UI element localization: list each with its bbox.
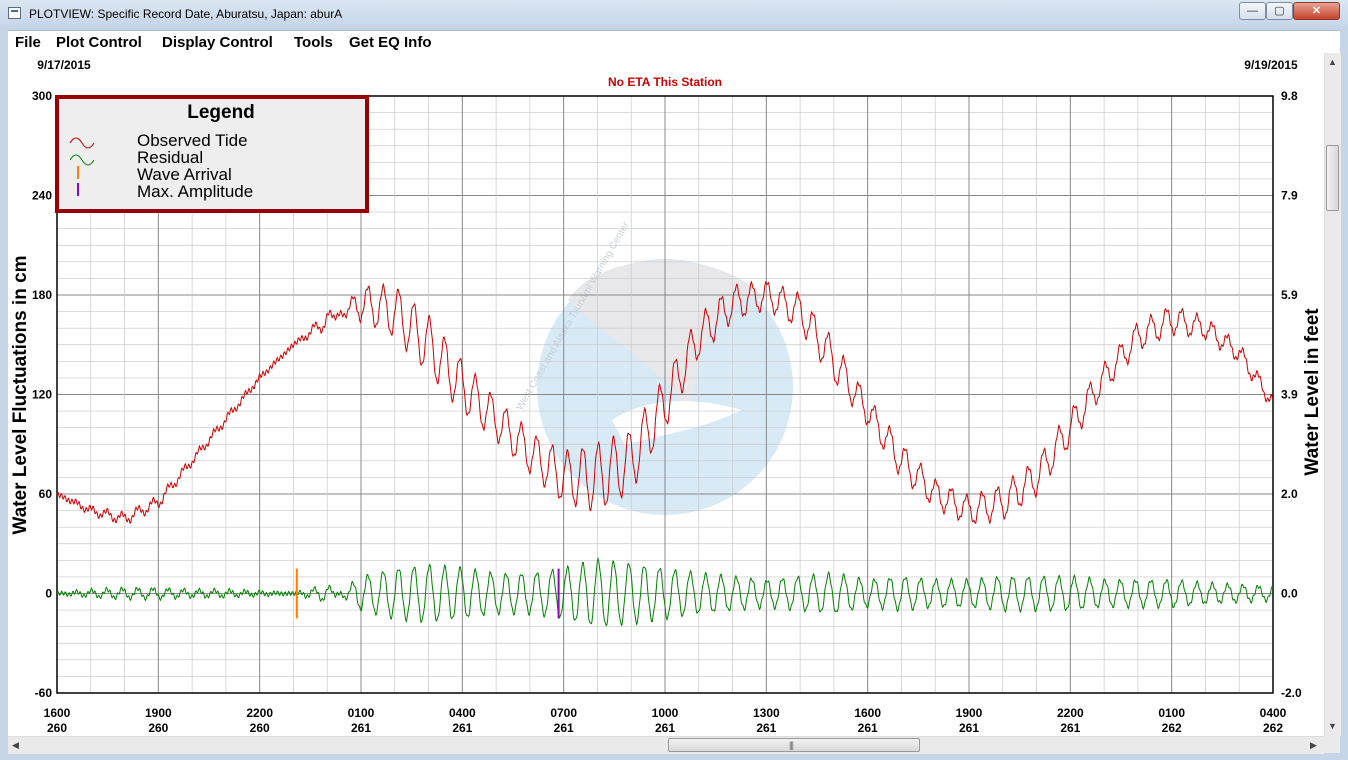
start-date: 9/17/2015 — [37, 58, 91, 72]
vertical-scroll-thumb[interactable] — [1326, 145, 1339, 211]
x-tick-day-label: 261 — [858, 721, 878, 735]
close-button[interactable]: ✕ — [1293, 2, 1340, 20]
maximize-button[interactable]: ▢ — [1266, 2, 1293, 20]
title-bar: PLOTVIEW: Specific Record Date, Aburatsu… — [0, 0, 1348, 31]
scrollbar-corner — [1324, 736, 1340, 753]
y-tick-label-right: 3.9 — [1281, 388, 1298, 402]
x-tick-day-label: 261 — [756, 721, 776, 735]
y-tick-label-left: -60 — [35, 686, 53, 700]
window-title: PLOTVIEW: Specific Record Date, Aburatsu… — [29, 7, 343, 21]
menu-bar: File Plot Control Display Control Tools … — [8, 31, 1340, 53]
horizontal-scrollbar[interactable]: ◀ ||| ▶ — [8, 736, 1324, 754]
y-tick-label-right: 5.9 — [1281, 288, 1298, 302]
window-frame-left — [0, 30, 8, 753]
x-tick-time-label: 0400 — [449, 706, 476, 720]
x-tick-day-label: 260 — [148, 721, 168, 735]
y-tick-label-right: 7.9 — [1281, 189, 1298, 203]
y-tick-label-right: 9.8 — [1281, 89, 1298, 103]
window-frame-bottom — [0, 753, 1348, 760]
y-tick-label-left: 120 — [32, 388, 52, 402]
y-tick-label-left: 240 — [32, 189, 52, 203]
plot-frame — [56, 95, 1274, 694]
left-axis-label: Water Level Fluctuations in cm — [10, 255, 31, 534]
grip-icon: ||| — [789, 740, 794, 750]
legend-box — [55, 95, 369, 213]
x-tick-time-label: 0100 — [348, 706, 375, 720]
eta-notice: No ETA This Station — [608, 75, 722, 89]
tide-chart: West Coast and Alaska Tsunami Warning Ce… — [10, 58, 1323, 735]
plot-area: West Coast and Alaska Tsunami Warning Ce… — [8, 53, 1324, 736]
x-tick-time-label: 2200 — [246, 706, 273, 720]
menu-display-control[interactable]: Display Control — [162, 34, 273, 51]
observed-tide-legend-icon — [69, 137, 95, 149]
y-tick-label-left: 180 — [32, 288, 52, 302]
scroll-up-icon[interactable]: ▲ — [1328, 57, 1337, 67]
y-tick-label-right: 2.0 — [1281, 487, 1298, 501]
x-tick-day-label: 262 — [1263, 721, 1283, 735]
legend-observed-tide: Observed Tide — [137, 131, 248, 150]
scroll-right-icon[interactable]: ▶ — [1310, 740, 1317, 750]
right-axis-label: Water Level in feet — [1302, 308, 1323, 476]
legend-max-amplitude: Max. Amplitude — [137, 182, 253, 201]
x-tick-time-label: 0400 — [1260, 706, 1287, 720]
observed-tide-line — [56, 280, 1274, 525]
x-tick-time-label: 1600 — [44, 706, 71, 720]
x-tick-time-label: 1300 — [753, 706, 780, 720]
scroll-down-icon[interactable]: ▼ — [1328, 721, 1337, 731]
legend-residual: Residual — [137, 148, 203, 167]
menu-plot-control[interactable]: Plot Control — [56, 34, 142, 51]
window-frame-right — [1340, 30, 1348, 753]
x-tick-day-label: 260 — [250, 721, 270, 735]
end-date: 9/19/2015 — [1244, 58, 1298, 72]
residual-line — [56, 557, 1274, 627]
x-tick-day-label: 261 — [959, 721, 979, 735]
x-tick-day-label: 262 — [1162, 721, 1182, 735]
x-tick-day-label: 261 — [351, 721, 371, 735]
residual-legend-icon — [69, 154, 95, 166]
x-tick-time-label: 1900 — [145, 706, 172, 720]
y-tick-label-left: 0 — [45, 587, 52, 601]
x-tick-time-label: 0700 — [550, 706, 577, 720]
legend-title: Legend — [187, 102, 255, 123]
y-tick-label-right: 0.0 — [1281, 587, 1298, 601]
legend: Legend Observed Tide Residual Wave Arriv… — [55, 95, 369, 213]
app-icon[interactable] — [8, 7, 21, 19]
x-tick-day-label: 261 — [1060, 721, 1080, 735]
horizontal-scroll-thumb[interactable]: ||| — [668, 738, 920, 752]
x-tick-time-label: 2200 — [1057, 706, 1084, 720]
menu-get-eq-info[interactable]: Get EQ Info — [349, 34, 432, 51]
x-tick-day-label: 261 — [655, 721, 675, 735]
x-tick-time-label: 1000 — [652, 706, 679, 720]
menu-tools[interactable]: Tools — [294, 34, 333, 51]
y-tick-label-left: 60 — [39, 487, 53, 501]
x-tick-day-label: 261 — [554, 721, 574, 735]
scroll-left-icon[interactable]: ◀ — [12, 740, 19, 750]
x-tick-day-label: 260 — [47, 721, 67, 735]
y-tick-label-left: 300 — [32, 89, 52, 103]
x-tick-day-label: 261 — [452, 721, 472, 735]
y-tick-label-right: -2.0 — [1281, 686, 1302, 700]
menu-file[interactable]: File — [15, 34, 41, 51]
x-tick-time-label: 0100 — [1158, 706, 1185, 720]
axis-ticks: 300 240 180 120 60 0 -60 9.8 7.9 5.9 3.9 2.0 0.0 -2.0… — [32, 89, 1302, 735]
legend-wave-arrival: Wave Arrival — [137, 165, 232, 184]
x-tick-time-label: 1900 — [956, 706, 983, 720]
vertical-scrollbar[interactable]: ▲ ▼ — [1324, 53, 1341, 736]
minimize-button[interactable]: — — [1239, 2, 1266, 20]
x-tick-time-label: 1600 — [854, 706, 881, 720]
